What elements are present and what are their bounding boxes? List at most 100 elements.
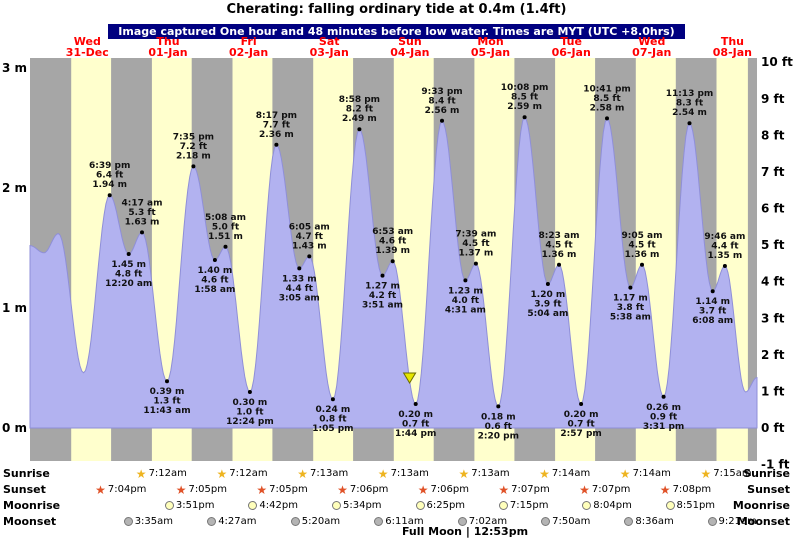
tide-point-dot	[330, 397, 335, 402]
sunset-star-icon: ★	[337, 482, 348, 497]
tide-point-label-line: 0.18 m	[481, 412, 516, 422]
sunrise-star-icon: ★	[135, 466, 147, 481]
day-label-dow: Tue	[560, 35, 582, 48]
day-label-dow: Thu	[156, 35, 179, 48]
moonrise-event: 4:42pm	[248, 498, 298, 513]
sunset-event: ★ 7:05pm	[176, 482, 227, 497]
tide-point-dot	[710, 289, 715, 294]
tide-point-label-line: 4.0 ft	[452, 296, 480, 306]
event-time: 7:13am	[309, 468, 349, 479]
tide-point-label-line: 1.51 m	[208, 232, 243, 242]
moonset-moon-icon	[290, 517, 300, 526]
event-time: 7:13am	[390, 468, 429, 479]
tide-point-label-line: 2.54 m	[672, 108, 707, 118]
capture-info-banner-wrap: Image captured One hour and 48 minutes b…	[0, 20, 793, 39]
tide-point-dot	[473, 261, 478, 266]
sunrise-event: ★ 7:13am	[297, 466, 348, 481]
tide-point-dot	[247, 390, 252, 394]
tide-point-dot	[297, 266, 302, 271]
y-axis-tick-m: 0 m	[2, 421, 27, 435]
tide-point-label-line: 5.3 ft	[128, 208, 156, 218]
tide-point-label-line: 4.2 ft	[369, 291, 397, 301]
sunrise-star-icon: ★	[619, 466, 631, 481]
tide-point-label-line: 2:57 pm	[560, 429, 601, 439]
sunset-events: ★ 7:04pm ★ 7:05pm ★ 7:05pm ★ 7:06pm ★ 7:06pm ★ 7:07…	[0, 482, 793, 497]
event-time: 7:08pm	[672, 484, 712, 495]
y-axis-tick-ft: 9 ft	[761, 92, 785, 106]
sunset-event: ★ 7:07pm	[579, 482, 630, 497]
event-time: 7:15pm	[509, 500, 549, 511]
tide-point-label-line: 0.30 m	[233, 398, 268, 408]
tide-point-label-line: 3.9 ft	[534, 300, 562, 310]
event-time: 5:34pm	[343, 500, 382, 511]
moonset-moon-icon	[123, 517, 133, 526]
tide-point-label-line: 1.43 m	[292, 241, 327, 251]
event-time: 7:06pm	[430, 484, 469, 495]
sunrise-event: ★ 7:14am	[620, 466, 671, 481]
tide-point-label-line: 4.6 ft	[379, 237, 407, 247]
sunset-star-icon: ★	[498, 482, 510, 497]
event-time: 7:12am	[229, 468, 268, 479]
tide-point-label-line: 1.27 m	[365, 282, 400, 292]
tide-point-label-line: 8.2 ft	[346, 105, 374, 115]
event-time: 3:35am	[134, 516, 174, 527]
tide-point-dot	[223, 244, 228, 249]
event-time: 7:14am	[632, 468, 671, 479]
tide-point-label-line: 1.36 m	[542, 250, 577, 260]
sunrise-star-icon: ★	[297, 466, 308, 481]
tide-point-dot	[274, 142, 279, 147]
tide-point-label-line: 7.7 ft	[263, 120, 291, 130]
tide-point-label-line: 1.39 m	[375, 246, 410, 256]
tide-point-label-line: 4.5 ft	[628, 240, 656, 250]
tide-point-label-line: 3.7 ft	[699, 307, 727, 317]
sunrise-event: ★ 7:13am	[378, 466, 429, 481]
sunset-star-icon: ★	[659, 482, 671, 497]
tide-point-label-line: 4.8 ft	[115, 270, 143, 280]
tide-point-label-line: 3:31 pm	[643, 422, 684, 432]
day-label-dow: Thu	[721, 35, 744, 48]
moonset-event: 5:20am	[290, 514, 340, 529]
tide-point-label-line: 0.7 ft	[402, 420, 430, 430]
tide-point-dot	[357, 127, 362, 132]
tide-point-label-line: 4:17 am	[122, 198, 163, 208]
tide-point-label-line: 1.14 m	[695, 297, 730, 307]
tide-point-label-line: 1.17 m	[613, 294, 648, 304]
sunset-event: ★ 7:08pm	[660, 482, 711, 497]
moonset-events: 3:35am 4:27am 5:20am 6:11am 7:02am 7:50am 8:36…	[0, 514, 793, 529]
event-time: 7:07pm	[591, 484, 631, 495]
tide-point-dot	[191, 164, 196, 169]
sunset-star-icon: ★	[175, 482, 187, 497]
tide-point-label-line: 1:05 pm	[312, 424, 353, 434]
event-time: 7:05pm	[269, 484, 308, 495]
event-time: 8:36am	[635, 516, 674, 527]
tide-point-label-line: 0.20 m	[398, 410, 433, 420]
y-axis-tick-ft: 5 ft	[761, 238, 785, 252]
tide-point-label-line: 6:08 am	[692, 316, 733, 326]
tide-point-dot	[496, 404, 501, 409]
tide-point-label-line: 2.18 m	[176, 151, 211, 161]
moonset-moon-icon	[541, 517, 551, 526]
tide-point-dot	[545, 282, 550, 286]
event-time: 7:04pm	[107, 484, 147, 495]
tide-point-label-line: 0.24 m	[316, 405, 351, 415]
tide-point-label-line: 1.3 ft	[153, 397, 181, 407]
y-axis-tick-ft: -1 ft	[761, 458, 790, 472]
sunrise-star-icon: ★	[377, 466, 389, 481]
event-time: 9:21am	[718, 516, 757, 527]
day-label-date: 02-Jan	[229, 46, 268, 59]
moonrise-row-label-left: Moonrise	[3, 499, 61, 512]
day-label-date: 04-Jan	[390, 46, 429, 59]
tide-point-label-line: 2:20 pm	[478, 431, 519, 441]
y-axis-tick-ft: 3 ft	[761, 311, 785, 325]
moonset-event: 3:35am	[123, 514, 174, 529]
tide-point-label-line: 12:24 pm	[226, 417, 274, 427]
tide-point-label-line: 4.4 ft	[711, 242, 739, 252]
moonrise-moon-icon	[665, 501, 675, 510]
tide-point-label-line: 2.59 m	[507, 102, 542, 112]
tide-point-label-line: 8.4 ft	[428, 96, 456, 106]
moonrise-moon-icon	[164, 501, 174, 510]
moonrise-moon-icon	[498, 501, 508, 510]
tide-point-label-line: 8:17 pm	[256, 111, 297, 121]
current-tide-marker	[402, 372, 417, 384]
moonset-moon-icon	[207, 517, 217, 526]
